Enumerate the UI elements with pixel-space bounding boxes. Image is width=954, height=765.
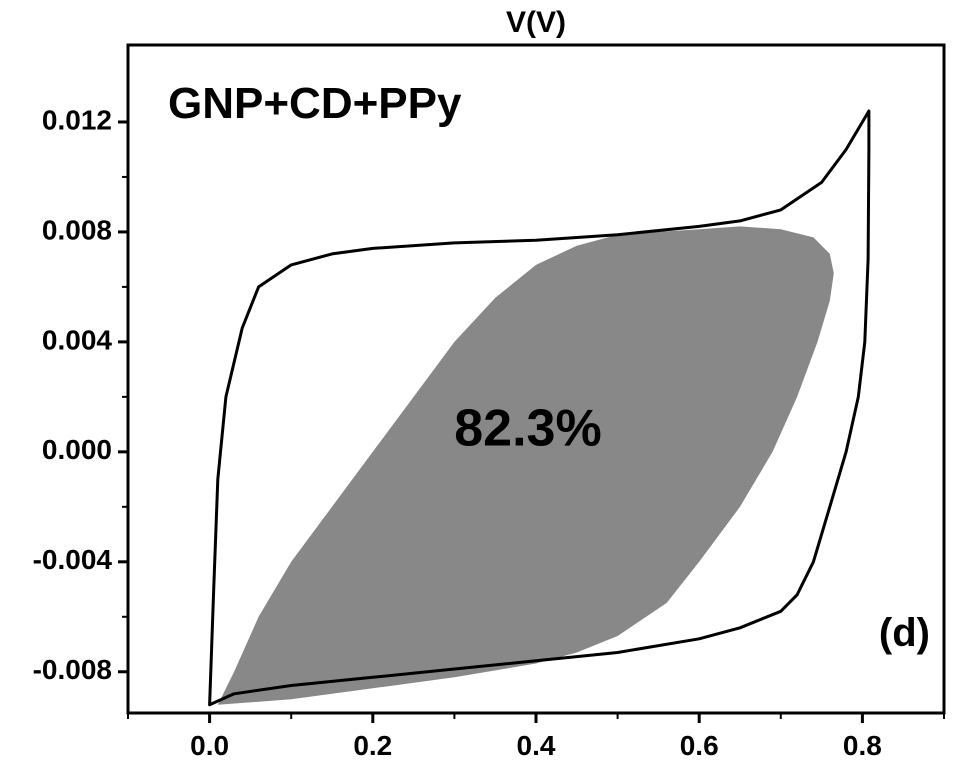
y-tick-label: 0.008: [42, 214, 112, 245]
x-tick-label: 0.2: [353, 730, 392, 761]
x-tick-label: 0.8: [843, 730, 882, 761]
x-tick-label: 0.4: [517, 730, 556, 761]
y-tick-label: -0.004: [33, 544, 113, 575]
y-tick-label: 0.000: [42, 434, 112, 465]
cv-outline-curve: [208, 109, 871, 707]
x-tick-label: 0.0: [190, 730, 229, 761]
y-tick-label: 0.004: [42, 324, 112, 355]
shaded-ratio-label: 82.3%: [454, 400, 601, 458]
y-axis: 0.012 0.008 0.004 0.000 -0.004 -0.008: [33, 104, 128, 685]
x-axis-label: V(V): [506, 6, 566, 39]
x-axis: 0.0 0.2 0.4 0.6 0.8: [127, 713, 945, 761]
plot-area: [208, 109, 871, 707]
panel-label: (d): [879, 611, 930, 655]
y-tick-label: -0.008: [33, 654, 112, 685]
x-tick-label: 0.6: [680, 730, 719, 761]
shaded-region: [217, 226, 834, 705]
chart-title: GNP+CD+PPy: [168, 79, 462, 128]
y-tick-label: 0.012: [42, 104, 112, 135]
